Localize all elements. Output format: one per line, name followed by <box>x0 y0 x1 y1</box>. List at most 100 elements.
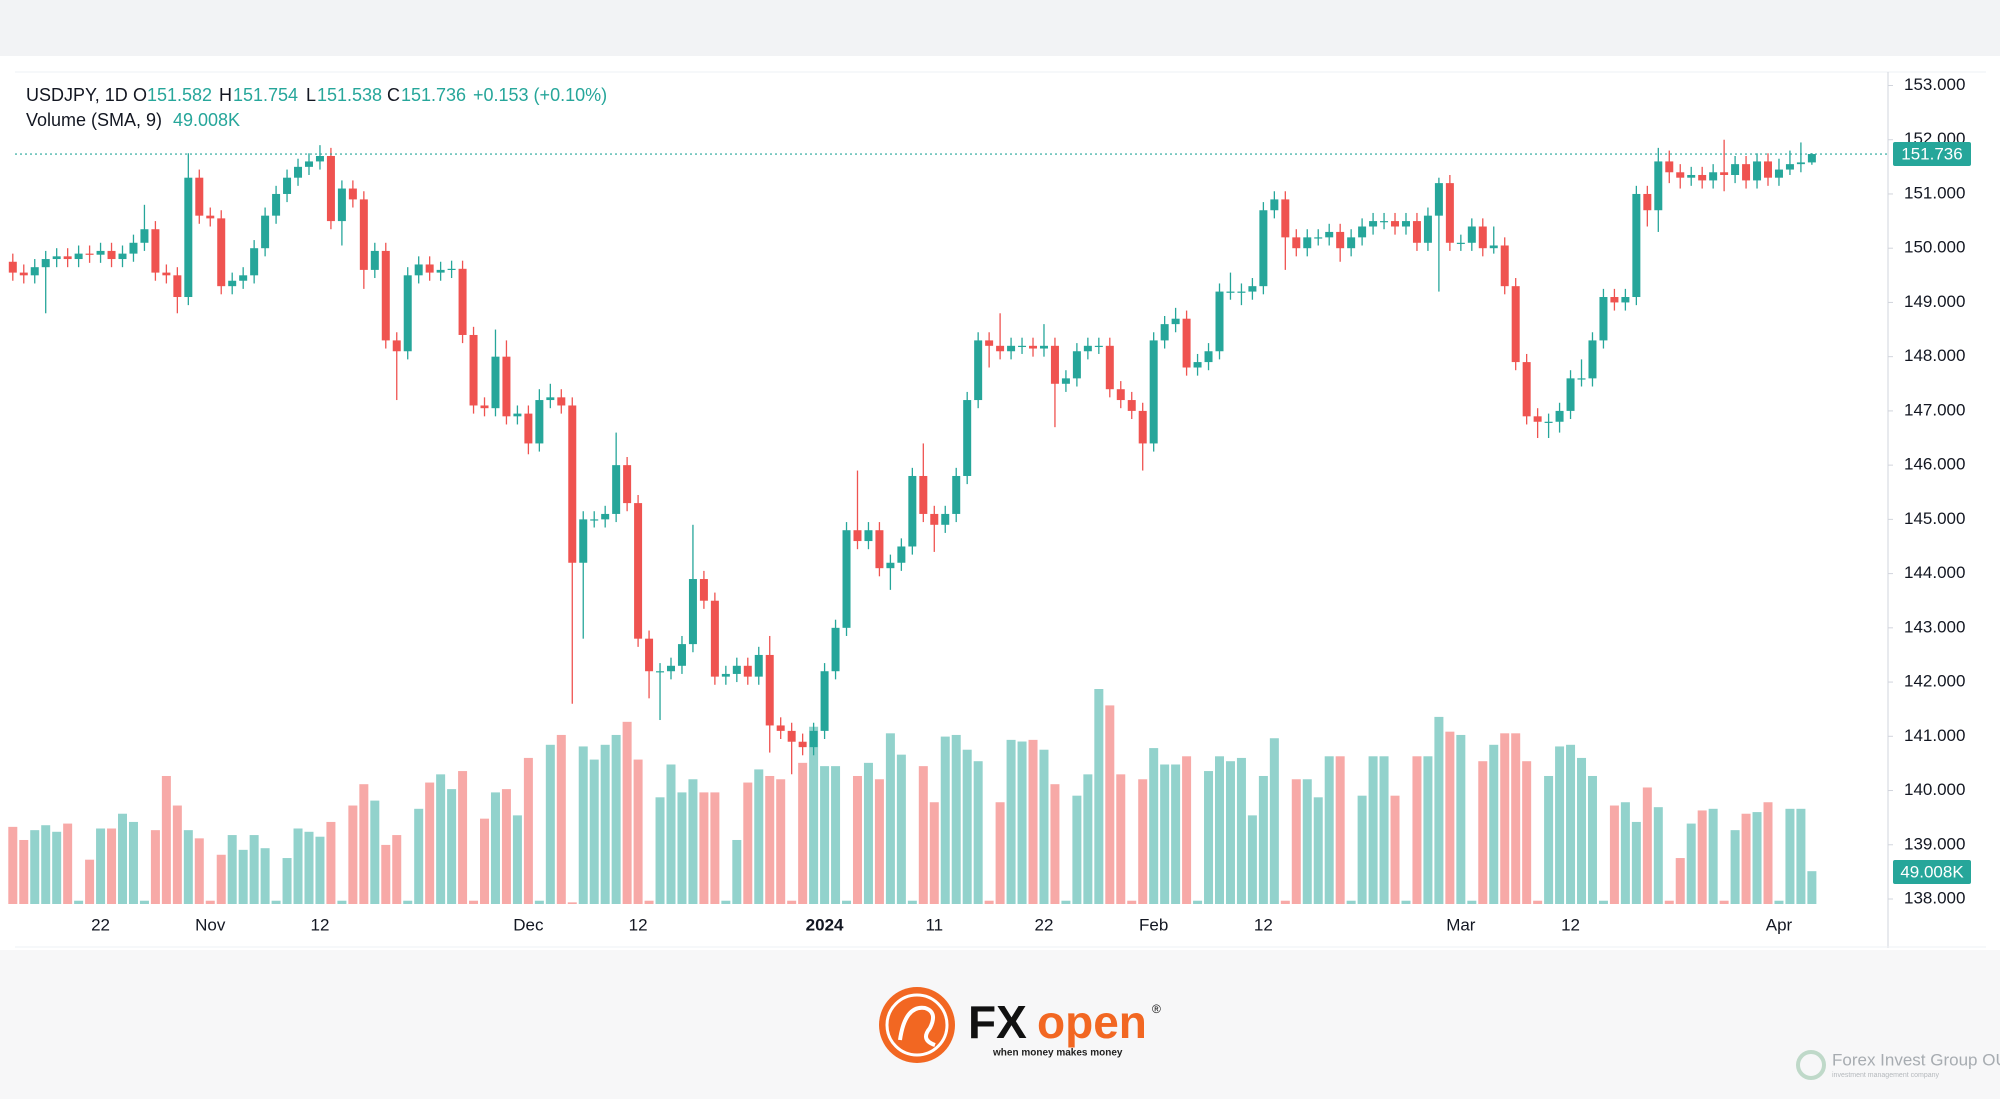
volume-bar <box>1555 746 1565 904</box>
volume-bar <box>1204 771 1214 904</box>
volume-bar <box>1280 900 1290 904</box>
volume-bar <box>633 759 643 904</box>
volume-title: Volume (SMA, 9) <box>26 110 162 130</box>
candle-body <box>1347 237 1356 249</box>
x-tick-label: Mar <box>1446 915 1476 934</box>
volume-bar <box>1423 756 1433 904</box>
candle-body <box>480 405 489 409</box>
low-value: 151.538 <box>317 85 382 105</box>
volume-bar <box>951 734 961 904</box>
candle-body <box>304 161 313 167</box>
candle-body <box>458 268 467 335</box>
candle-body <box>1434 183 1443 216</box>
candle-body <box>184 177 193 298</box>
volume-bar <box>52 831 62 904</box>
volume-bar <box>863 762 873 904</box>
volume-bar <box>1631 821 1641 904</box>
candle-body <box>535 400 544 444</box>
candle-body <box>1182 318 1191 368</box>
candle-body <box>1709 172 1718 181</box>
volume-bar <box>962 749 972 904</box>
candle-body <box>41 259 50 268</box>
volume-bar <box>1258 775 1268 904</box>
volume-bar <box>1105 705 1115 904</box>
volume-bar <box>205 900 215 904</box>
candle-body <box>1127 400 1136 411</box>
candle-body <box>1412 221 1421 243</box>
x-tick-label: 22 <box>91 915 110 934</box>
volume-bar <box>688 779 698 904</box>
y-tick-label: 144.000 <box>1904 563 1965 582</box>
volume-bar <box>1445 731 1455 904</box>
candle-body <box>1610 297 1619 303</box>
volume-bar <box>1182 756 1192 904</box>
volume-bar <box>1500 733 1510 904</box>
legend: USDJPY, 1D O 151.582 H 151.754 L 151.538… <box>26 85 607 130</box>
candle-body <box>996 345 1005 352</box>
volume-bar <box>1807 871 1817 904</box>
open-value: 151.582 <box>147 85 212 105</box>
x-tick-label: 11 <box>925 915 943 934</box>
candle-body <box>392 340 401 352</box>
candle-body <box>974 340 983 401</box>
volume-sma-value: 49.008K <box>173 110 240 130</box>
candle-body <box>491 356 500 409</box>
volume-bar <box>447 789 457 904</box>
candle-body <box>798 741 807 748</box>
volume-bar <box>128 821 138 904</box>
candle-body <box>1566 378 1575 411</box>
candle-body <box>743 665 752 677</box>
last-price-label: 151.736 <box>1901 145 1962 164</box>
candle-body <box>1511 286 1520 363</box>
volume-bar <box>809 726 819 904</box>
volume-bar <box>710 792 720 904</box>
candle-body <box>1807 154 1816 163</box>
candle-body <box>1105 345 1114 390</box>
volume-bar <box>107 828 117 904</box>
volume-bar <box>1050 784 1060 904</box>
volume-bar <box>1598 900 1608 904</box>
volume-bar <box>227 835 237 904</box>
volume-bar <box>1061 900 1071 904</box>
candle-body <box>403 275 412 352</box>
candle-body <box>228 280 237 287</box>
volume-bar <box>1533 900 1543 904</box>
volume-bar <box>754 769 764 904</box>
volume-bar <box>1785 808 1795 904</box>
y-tick-label: 148.000 <box>1904 346 1965 365</box>
volume-bar <box>1236 757 1246 904</box>
candle-body <box>1643 193 1652 211</box>
candle-body <box>370 250 379 270</box>
candle-body <box>1204 351 1213 363</box>
volume-bar <box>293 828 303 904</box>
volume-bar <box>666 764 676 904</box>
volume-bar <box>381 844 391 904</box>
volume-bar <box>512 815 522 904</box>
volume-bar <box>1642 787 1652 904</box>
company-name: Forex Invest Group OU <box>1832 1050 2000 1069</box>
candle-body <box>85 253 94 255</box>
candle-body <box>1796 162 1805 165</box>
volume-bar <box>436 774 446 904</box>
volume-bar <box>1171 764 1181 904</box>
candle-body <box>546 397 555 401</box>
volume-bar <box>183 830 193 904</box>
volume-bar <box>1368 756 1378 904</box>
candle-body <box>206 215 215 219</box>
volume-bar <box>238 849 248 904</box>
volume-bar <box>1719 900 1729 904</box>
volume-bar <box>139 900 149 904</box>
candle-body <box>1369 221 1378 227</box>
y-tick-label: 146.000 <box>1904 455 1965 474</box>
x-tick-label: 12 <box>629 915 648 934</box>
candle-body <box>1676 172 1685 178</box>
volume-bar <box>1511 733 1521 904</box>
volume-bar <box>1489 744 1499 904</box>
volume-bar <box>1269 738 1279 904</box>
volume-bar <box>918 766 928 904</box>
volume-bar <box>885 733 895 904</box>
candle-body <box>699 579 708 601</box>
candle-body <box>688 579 697 645</box>
candle-body <box>612 465 621 514</box>
